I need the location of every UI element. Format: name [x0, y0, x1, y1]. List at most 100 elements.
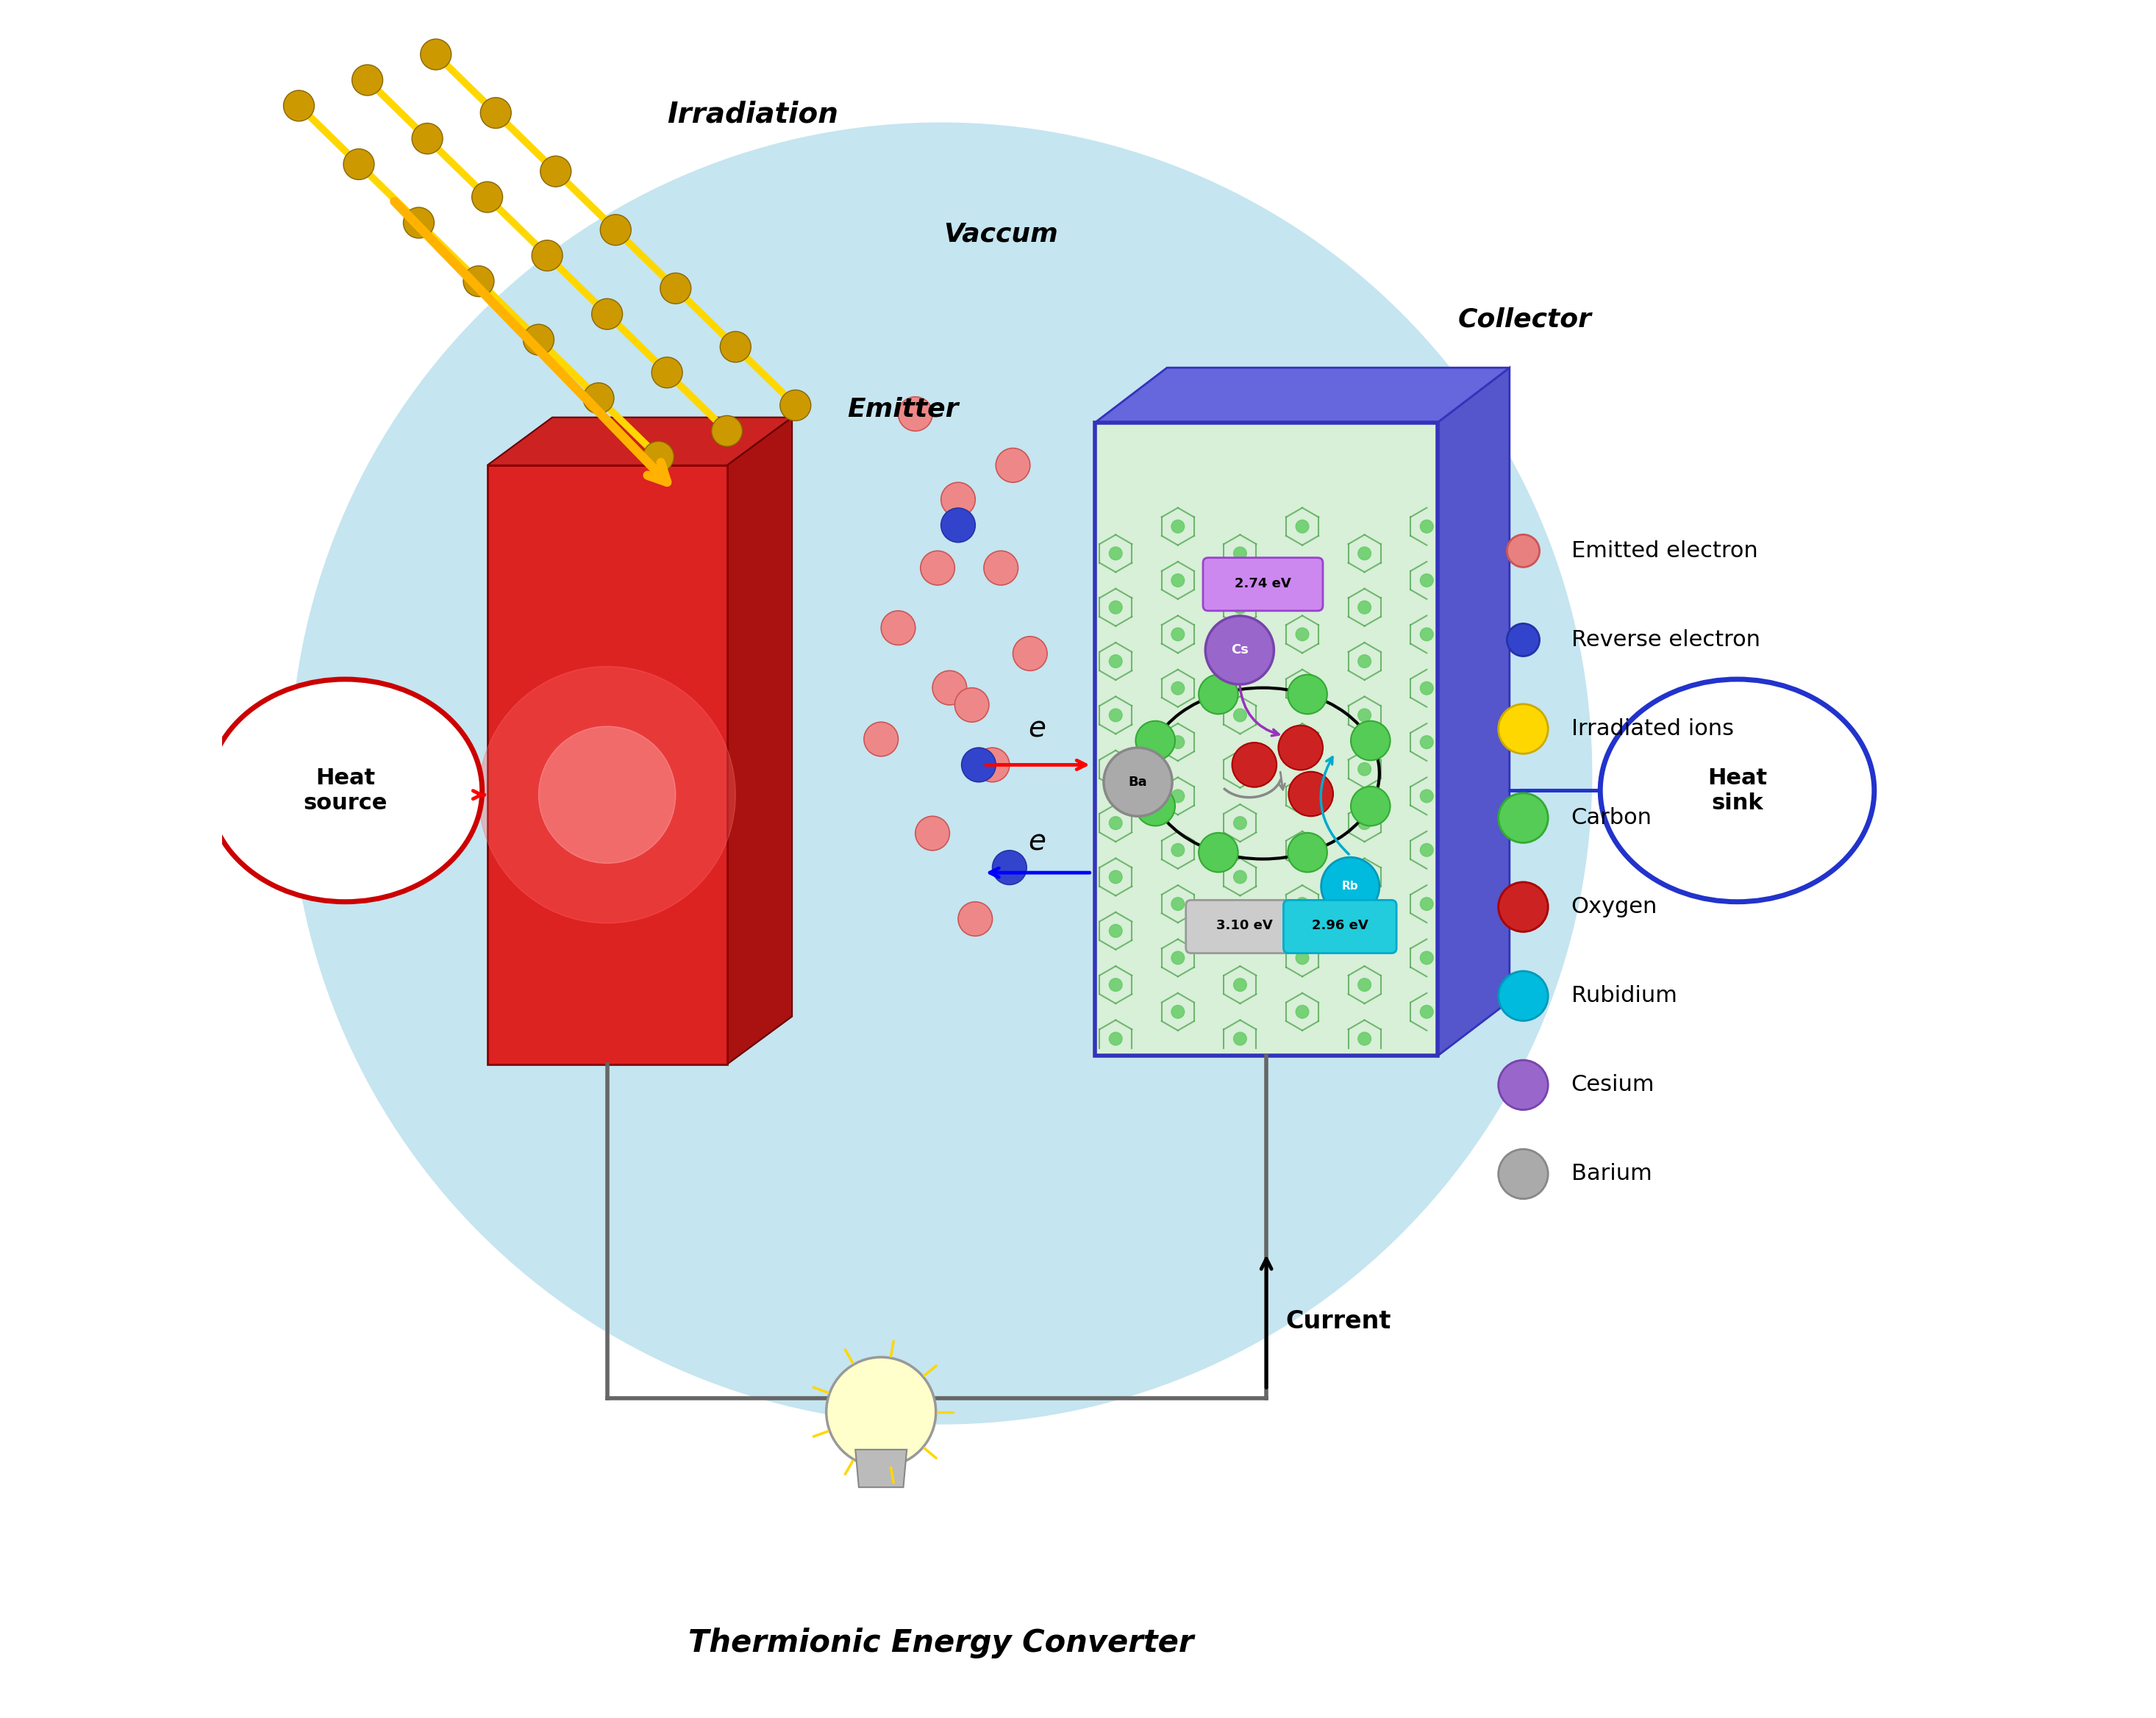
Circle shape — [1421, 897, 1434, 911]
Circle shape — [1507, 534, 1539, 567]
Circle shape — [1289, 771, 1332, 816]
Circle shape — [1108, 763, 1121, 775]
Circle shape — [420, 40, 451, 70]
Circle shape — [1421, 790, 1434, 802]
Circle shape — [412, 124, 442, 155]
Circle shape — [479, 667, 735, 923]
Circle shape — [1108, 710, 1121, 722]
Circle shape — [1498, 881, 1548, 931]
Circle shape — [524, 325, 554, 356]
Circle shape — [533, 241, 563, 271]
Circle shape — [1358, 871, 1371, 883]
Circle shape — [1199, 675, 1238, 715]
Circle shape — [1171, 627, 1184, 641]
Text: Heat
source: Heat source — [304, 768, 388, 814]
Circle shape — [660, 273, 692, 304]
FancyBboxPatch shape — [1283, 900, 1397, 953]
Circle shape — [1108, 601, 1121, 613]
Circle shape — [1421, 844, 1434, 857]
Circle shape — [1104, 747, 1173, 816]
Circle shape — [582, 383, 614, 414]
Circle shape — [291, 124, 1591, 1424]
Circle shape — [720, 332, 750, 362]
Circle shape — [472, 182, 502, 213]
Circle shape — [1205, 617, 1274, 684]
Circle shape — [1358, 816, 1371, 830]
Circle shape — [1421, 627, 1434, 641]
Circle shape — [1358, 655, 1371, 668]
Circle shape — [591, 299, 623, 330]
Circle shape — [539, 727, 675, 862]
Circle shape — [1108, 924, 1121, 938]
Circle shape — [282, 91, 315, 122]
Circle shape — [403, 208, 433, 239]
Text: Cs: Cs — [1231, 644, 1248, 656]
Circle shape — [541, 156, 571, 187]
Circle shape — [916, 816, 949, 850]
Ellipse shape — [1600, 679, 1874, 902]
Text: Reverse electron: Reverse electron — [1572, 629, 1759, 651]
Circle shape — [957, 902, 992, 936]
Circle shape — [865, 722, 899, 756]
Polygon shape — [1095, 368, 1509, 423]
Polygon shape — [1438, 368, 1509, 1057]
Text: Irradiation: Irradiation — [666, 100, 839, 129]
Circle shape — [1498, 971, 1548, 1020]
Circle shape — [1171, 735, 1184, 749]
Circle shape — [1352, 787, 1391, 826]
Text: Barium: Barium — [1572, 1163, 1651, 1185]
Circle shape — [996, 448, 1031, 483]
Circle shape — [983, 551, 1018, 586]
Circle shape — [1233, 546, 1246, 560]
Text: Collector: Collector — [1457, 308, 1591, 332]
Circle shape — [1358, 978, 1371, 991]
Circle shape — [1171, 897, 1184, 911]
Circle shape — [1507, 624, 1539, 656]
Circle shape — [1171, 952, 1184, 964]
Circle shape — [1233, 978, 1246, 991]
Polygon shape — [487, 466, 727, 1065]
Circle shape — [1498, 1149, 1548, 1199]
Text: Rb: Rb — [1341, 881, 1358, 892]
Circle shape — [1171, 790, 1184, 802]
Polygon shape — [856, 1450, 908, 1488]
Circle shape — [1358, 1033, 1371, 1045]
Circle shape — [1296, 844, 1309, 857]
Circle shape — [780, 390, 811, 421]
Circle shape — [826, 1357, 936, 1467]
Circle shape — [1322, 857, 1380, 916]
Circle shape — [1498, 1060, 1548, 1110]
Circle shape — [1296, 790, 1309, 802]
Circle shape — [921, 551, 955, 586]
Circle shape — [882, 612, 916, 644]
Circle shape — [1358, 924, 1371, 938]
Circle shape — [1287, 675, 1328, 715]
Text: Irradiated ions: Irradiated ions — [1572, 718, 1733, 739]
Circle shape — [481, 98, 511, 129]
Ellipse shape — [209, 679, 483, 902]
Text: Thermionic Energy Converter: Thermionic Energy Converter — [688, 1627, 1194, 1658]
Circle shape — [1108, 655, 1121, 668]
Circle shape — [642, 442, 675, 472]
Circle shape — [1233, 816, 1246, 830]
Circle shape — [1296, 682, 1309, 694]
Text: Current: Current — [1285, 1309, 1391, 1333]
Circle shape — [1421, 1005, 1434, 1019]
Text: e: e — [1028, 828, 1046, 856]
Circle shape — [1171, 574, 1184, 588]
Circle shape — [1199, 833, 1238, 873]
Circle shape — [955, 687, 990, 722]
Circle shape — [1358, 710, 1371, 722]
Circle shape — [1233, 763, 1246, 775]
Circle shape — [1421, 574, 1434, 588]
Circle shape — [1108, 1033, 1121, 1045]
Circle shape — [1498, 704, 1548, 754]
Text: Emitter: Emitter — [847, 397, 959, 421]
Text: 2.96 eV: 2.96 eV — [1311, 919, 1369, 933]
Circle shape — [1296, 521, 1309, 533]
Text: 2.74 eV: 2.74 eV — [1235, 577, 1291, 589]
Circle shape — [1171, 1005, 1184, 1019]
Text: Carbon: Carbon — [1572, 807, 1651, 828]
Circle shape — [1287, 833, 1328, 873]
Circle shape — [1421, 735, 1434, 749]
